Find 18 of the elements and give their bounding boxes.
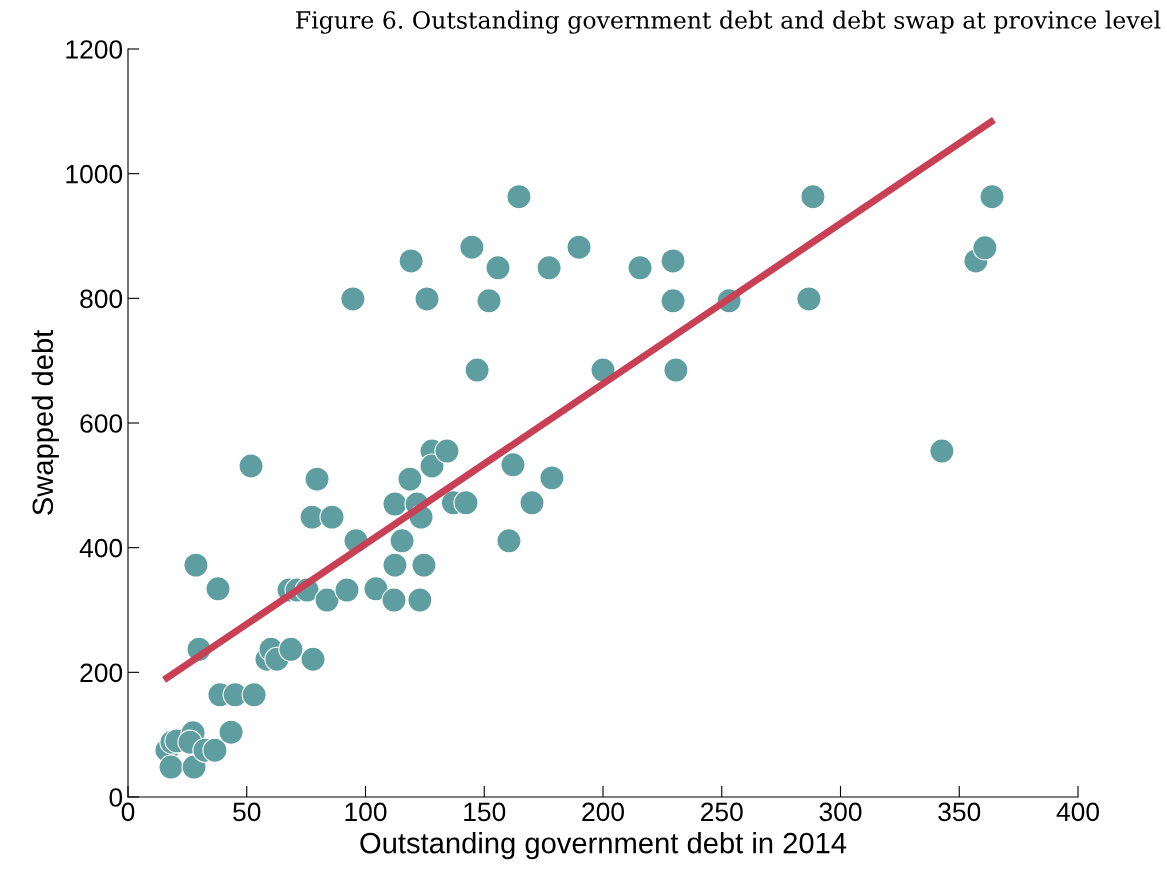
x-tick-label: 250 [701,802,743,822]
x-tick-label: 150 [464,802,506,822]
y-tick-label: 800 [80,289,123,309]
x-tick-label: 50 [233,802,261,822]
y-tick-label: 400 [79,538,123,558]
y-tick-label: 1200 [66,40,123,59]
chart-title: Figure 6. Outstanding government debt and debt swap at province level [296,10,1161,34]
x-tick-label: 350 [938,802,981,822]
y-axis-title: Swapped debt [31,329,59,515]
x-axis-title: Outstanding government debt in 2014 [360,832,847,860]
x-tick-label: 400 [1056,802,1099,822]
x-tick-label: 200 [582,802,624,822]
x-tick-label: 100 [345,802,387,822]
y-tick-label: 600 [80,414,123,433]
x-tick-label: 300 [819,802,862,822]
y-tick-label: 0 [109,788,123,807]
y-tick-label: 1000 [66,164,123,184]
y-tick-label: 200 [80,663,123,683]
